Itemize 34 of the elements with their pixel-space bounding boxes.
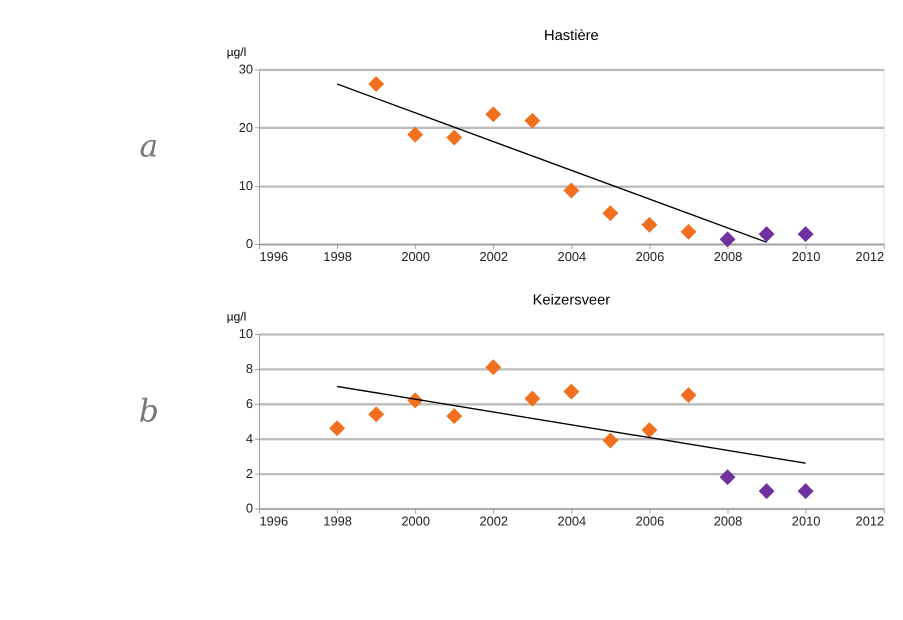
y-tick-label: 0 bbox=[246, 500, 254, 516]
y-tick-label: 10 bbox=[238, 178, 254, 193]
x-tick-label: 2006 bbox=[636, 514, 664, 529]
chart-title: Keizersveer bbox=[532, 292, 610, 309]
y-tick-label: 6 bbox=[246, 396, 254, 411]
x-tick-label: 2012 bbox=[856, 249, 884, 264]
x-tick-label: 2002 bbox=[479, 514, 508, 529]
x-tick-label: 2006 bbox=[636, 249, 664, 264]
x-tick-label: 2002 bbox=[479, 249, 508, 264]
y-tick-label: 30 bbox=[238, 62, 254, 77]
y-axis-title: µg/l bbox=[226, 310, 246, 324]
y-tick-label: 10 bbox=[238, 326, 254, 342]
x-tick-label: 2000 bbox=[401, 514, 430, 529]
x-tick-label: 2010 bbox=[792, 249, 820, 264]
y-tick-label: 0 bbox=[246, 236, 254, 252]
y-axis-title: µg/l bbox=[226, 45, 246, 60]
x-tick-label: 2004 bbox=[558, 514, 586, 529]
x-tick-label: 2008 bbox=[714, 514, 742, 529]
x-tick-label: 2000 bbox=[401, 249, 430, 264]
y-tick-label: 8 bbox=[246, 361, 254, 376]
y-tick-label: 2 bbox=[246, 466, 254, 481]
x-tick-label: 2004 bbox=[558, 249, 586, 264]
text: b bbox=[138, 393, 159, 430]
y-tick-label: 20 bbox=[238, 120, 254, 135]
x-tick-label: 2008 bbox=[714, 249, 742, 264]
x-tick-label: 2010 bbox=[792, 514, 820, 529]
y-tick-label: 4 bbox=[246, 430, 254, 446]
x-tick-label: 1996 bbox=[260, 514, 288, 529]
x-tick-label: 1998 bbox=[323, 249, 352, 264]
x-tick-label: 1998 bbox=[323, 514, 352, 529]
x-tick-label: 1996 bbox=[260, 249, 288, 264]
x-tick-label: 2012 bbox=[856, 514, 884, 529]
chart-title: Hastière bbox=[544, 28, 599, 44]
text: a bbox=[140, 128, 158, 165]
